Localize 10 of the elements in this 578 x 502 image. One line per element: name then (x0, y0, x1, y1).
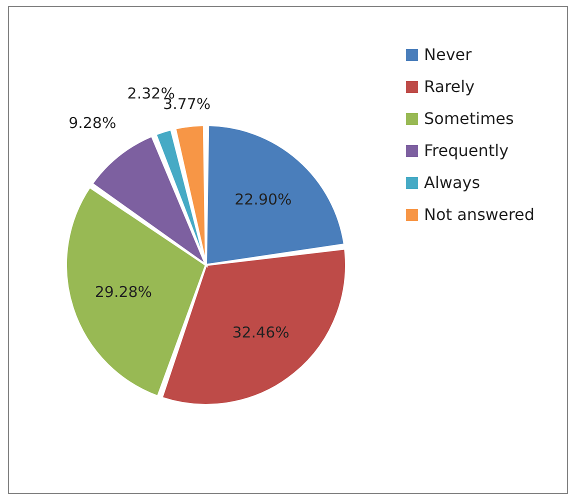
legend-label: Rarely (424, 77, 475, 96)
legend-label: Always (424, 173, 480, 192)
data-label: 9.28% (68, 114, 116, 132)
legend-label: Frequently (424, 141, 509, 160)
legend-label: Sometimes (424, 109, 514, 128)
legend-label: Never (424, 45, 472, 64)
legend-label: Not answered (424, 205, 535, 224)
data-label: 32.46% (232, 323, 290, 342)
data-label: 22.90% (234, 190, 292, 209)
data-label: 29.28% (94, 282, 152, 301)
